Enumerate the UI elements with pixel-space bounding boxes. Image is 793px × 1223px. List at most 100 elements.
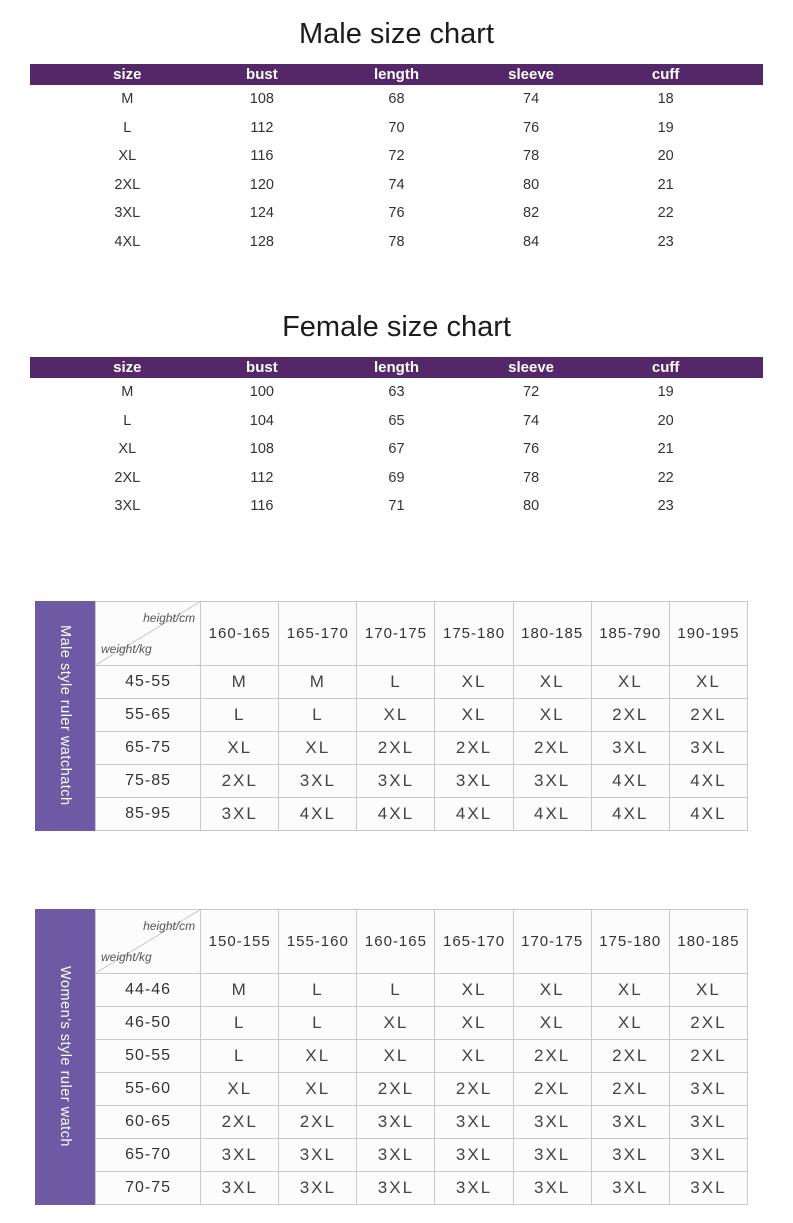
- recommended-size-cell: XL: [434, 664, 514, 699]
- weight-range-cell: 65-70: [94, 1137, 202, 1172]
- column-header: bust: [246, 66, 278, 83]
- measurement-cell: 18: [657, 91, 674, 108]
- measurement-cell: 120: [249, 176, 274, 193]
- weight-range-cell: 50-55: [94, 1038, 202, 1073]
- recommended-size-cell: 3XL: [434, 763, 514, 798]
- recommended-size-cell: L: [278, 697, 358, 732]
- recommended-size-cell: 2XL: [590, 1071, 670, 1106]
- measurement-cell: 112: [250, 119, 274, 136]
- size-label-cell: 2XL: [114, 176, 141, 193]
- size-label-cell: 4XL: [114, 233, 141, 250]
- column-header: size: [113, 66, 142, 83]
- recommended-size-cell: XL: [200, 730, 280, 765]
- measurement-cell: 78: [388, 233, 405, 250]
- height-range-header: 160-165: [356, 908, 436, 974]
- recommended-size-cell: 4XL: [512, 796, 592, 831]
- recommended-size-cell: 3XL: [512, 1137, 592, 1172]
- size-table-row: 2XL 112 69 78 22: [30, 464, 763, 493]
- recommended-size-cell: 3XL: [434, 1104, 514, 1139]
- female-matrix-section: Women's style ruler watch height/cm weigh…: [35, 908, 749, 1205]
- recommended-size-cell: XL: [200, 1071, 280, 1106]
- measurement-cell: 23: [657, 233, 674, 250]
- recommended-size-cell: 2XL: [668, 1038, 749, 1073]
- size-table-row: L 104 65 74 20: [30, 407, 763, 436]
- measurement-cell: 80: [523, 176, 540, 193]
- recommended-size-cell: 2XL: [434, 730, 514, 765]
- male-matrix-side-label: Male style ruler watchatch: [35, 600, 95, 831]
- size-label-cell: XL: [118, 441, 137, 458]
- weight-range-cell: 55-60: [94, 1071, 202, 1106]
- weight-range-cell: 85-95: [94, 796, 202, 831]
- recommended-size-cell: 2XL: [200, 1104, 280, 1139]
- weight-range-cell: 46-50: [94, 1005, 202, 1040]
- measurement-cell: 74: [388, 176, 405, 193]
- recommended-size-cell: 3XL: [590, 730, 670, 765]
- weight-range-cell: 45-55: [94, 664, 202, 699]
- measurement-cell: 23: [657, 498, 674, 515]
- recommended-size-cell: XL: [278, 1038, 358, 1073]
- measurement-cell: 80: [523, 498, 540, 515]
- height-unit-label: height/cm: [143, 918, 196, 933]
- recommended-size-cell: 2XL: [512, 730, 592, 765]
- matrix-row: 85-95 3XL 4XL 4XL 4XL 4XL 4XL 4XL: [94, 796, 749, 831]
- recommended-size-cell: XL: [356, 697, 436, 732]
- column-header: size: [113, 359, 142, 376]
- recommended-size-cell: XL: [668, 972, 749, 1007]
- matrix-row: 44-46 M L L XL XL XL XL: [94, 972, 749, 1007]
- matrix-header-row: height/cm weight/kg 150-155 155-160 160-165 1…: [94, 908, 749, 974]
- male-size-chart-title: Male size chart: [298, 18, 494, 50]
- recommended-size-cell: 3XL: [356, 1137, 436, 1172]
- measurement-cell: 70: [388, 119, 405, 136]
- recommended-size-cell: 2XL: [278, 1104, 358, 1139]
- recommended-size-cell: M: [200, 664, 280, 699]
- recommended-size-cell: L: [200, 1038, 280, 1073]
- matrix-row: 45-55 M M L XL XL XL XL: [94, 664, 749, 699]
- recommended-size-cell: 4XL: [668, 763, 749, 798]
- recommended-size-cell: 3XL: [200, 796, 280, 831]
- recommended-size-cell: 3XL: [434, 1137, 514, 1172]
- height-range-header: 175-180: [590, 908, 670, 974]
- measurement-cell: 74: [523, 91, 540, 108]
- recommended-size-cell: 2XL: [512, 1038, 592, 1073]
- measurement-cell: 22: [657, 469, 674, 486]
- recommended-size-cell: XL: [356, 1005, 436, 1040]
- matrix-corner-cell: height/cm weight/kg: [94, 600, 202, 666]
- size-label-cell: M: [121, 91, 134, 108]
- weight-range-cell: 75-85: [94, 763, 202, 798]
- size-label-cell: XL: [118, 148, 137, 165]
- height-range-header: 150-155: [200, 908, 280, 974]
- matrix-row: 65-70 3XL 3XL 3XL 3XL 3XL 3XL 3XL: [94, 1137, 749, 1172]
- recommended-size-cell: 3XL: [512, 763, 592, 798]
- recommended-size-cell: 3XL: [512, 1170, 592, 1205]
- female-size-chart-section: Female size chart size bust length sleeve cu…: [0, 256, 793, 521]
- height-unit-label: height/cm: [143, 610, 196, 625]
- recommended-size-cell: 3XL: [356, 1104, 436, 1139]
- matrix-corner-cell: height/cm weight/kg: [94, 908, 202, 974]
- recommended-size-cell: 4XL: [590, 796, 670, 831]
- recommended-size-cell: 2XL: [356, 1071, 436, 1106]
- size-table-row: 3XL 116 71 80 23: [30, 492, 763, 521]
- matrix-row: 60-65 2XL 2XL 3XL 3XL 3XL 3XL 3XL: [94, 1104, 749, 1139]
- recommended-size-cell: XL: [590, 972, 670, 1007]
- female-matrix-side-label: Women's style ruler watch: [35, 908, 95, 1205]
- column-header: cuff: [651, 359, 680, 376]
- height-range-header: 165-170: [278, 600, 358, 666]
- size-label-cell: 3XL: [114, 205, 141, 222]
- measurement-cell: 116: [250, 148, 274, 165]
- female-matrix-table: height/cm weight/kg 150-155 155-160 160-165 1…: [94, 908, 749, 1205]
- measurement-cell: 76: [388, 205, 405, 222]
- recommended-size-cell: 2XL: [200, 763, 280, 798]
- measurement-cell: 82: [523, 205, 540, 222]
- recommended-size-cell: XL: [434, 972, 514, 1007]
- height-range-header: 160-165: [200, 600, 280, 666]
- measurement-cell: 124: [249, 205, 274, 222]
- recommended-size-cell: 2XL: [590, 697, 670, 732]
- matrix-row: 50-55 L XL XL XL 2XL 2XL 2XL: [94, 1038, 749, 1073]
- measurement-cell: 112: [250, 469, 274, 486]
- size-table-row: 4XL 128 78 84 23: [30, 228, 763, 257]
- female-size-table: size bust length sleeve cuff M 100 63 72 19 L 104 65…: [30, 357, 763, 521]
- size-table-header-row: size bust length sleeve cuff: [30, 357, 763, 378]
- male-size-chart-section: Male size chart size bust length sleeve cuff…: [0, 0, 793, 256]
- measurement-cell: 65: [388, 412, 405, 429]
- height-range-header: 180-185: [512, 600, 592, 666]
